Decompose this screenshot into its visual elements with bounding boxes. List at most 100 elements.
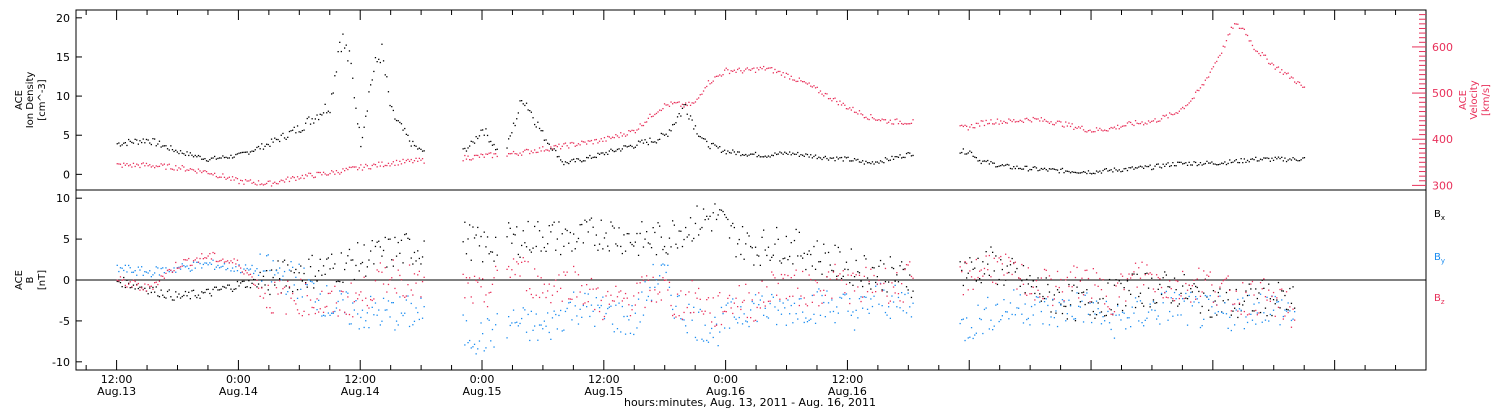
data-point xyxy=(1021,280,1023,282)
data-point xyxy=(847,268,849,271)
data-point xyxy=(1180,314,1182,316)
data-point xyxy=(407,237,409,239)
data-point xyxy=(1112,313,1114,316)
data-point xyxy=(740,253,742,256)
data-point xyxy=(550,146,552,148)
data-point xyxy=(746,67,748,69)
data-point xyxy=(261,287,263,289)
data-point xyxy=(655,254,658,256)
data-point xyxy=(480,129,482,131)
data-point xyxy=(1013,119,1015,121)
data-point xyxy=(155,266,157,268)
data-point xyxy=(118,280,120,282)
data-point xyxy=(1104,315,1106,317)
data-point xyxy=(905,123,908,125)
data-point xyxy=(394,118,396,120)
data-point xyxy=(288,269,291,271)
data-point xyxy=(1123,312,1125,314)
data-point xyxy=(998,278,1000,281)
data-point xyxy=(993,325,995,327)
data-point xyxy=(598,310,601,313)
data-point xyxy=(360,164,362,166)
data-point xyxy=(849,298,851,300)
data-point xyxy=(1084,294,1086,296)
data-point xyxy=(1005,122,1007,124)
data-point xyxy=(970,151,973,154)
data-point xyxy=(883,289,885,291)
data-point xyxy=(1238,303,1241,305)
data-point xyxy=(737,322,739,324)
data-point xyxy=(1157,163,1159,165)
data-point xyxy=(1069,172,1072,174)
data-point xyxy=(1094,172,1096,175)
data-point xyxy=(852,272,854,274)
data-point xyxy=(516,226,518,228)
data-point xyxy=(1201,84,1203,86)
data-point xyxy=(537,275,539,277)
data-point xyxy=(699,94,701,96)
data-point xyxy=(542,130,544,132)
data-point xyxy=(577,323,580,325)
data-point xyxy=(1113,167,1116,169)
data-point xyxy=(587,140,589,142)
data-point xyxy=(231,176,234,178)
data-point xyxy=(1281,288,1283,290)
data-point xyxy=(613,150,615,153)
data-point xyxy=(301,174,303,177)
data-point xyxy=(576,241,578,243)
data-point xyxy=(116,280,118,283)
data-point xyxy=(789,313,791,315)
data-point xyxy=(1071,123,1073,125)
data-point xyxy=(1105,130,1107,132)
data-point xyxy=(650,300,653,303)
data-point xyxy=(334,75,336,77)
data-point xyxy=(738,238,740,241)
data-point xyxy=(1005,253,1007,255)
data-point xyxy=(543,283,545,285)
data-point xyxy=(748,292,750,294)
data-point xyxy=(373,298,375,300)
data-point xyxy=(1026,318,1028,321)
data-point xyxy=(560,148,562,150)
data-point xyxy=(524,104,526,107)
data-point xyxy=(1027,267,1029,269)
data-point xyxy=(1186,164,1189,166)
data-point xyxy=(584,160,586,162)
data-point xyxy=(402,158,404,161)
data-point xyxy=(363,126,365,128)
data-point xyxy=(602,296,604,298)
data-point xyxy=(1066,318,1068,320)
data-point xyxy=(629,241,632,244)
data-point xyxy=(597,287,599,289)
data-point xyxy=(980,318,982,321)
data-point xyxy=(376,61,378,63)
data-point xyxy=(296,289,299,291)
data-point xyxy=(324,315,326,317)
data-point xyxy=(192,261,195,263)
data-point xyxy=(990,319,992,321)
data-point xyxy=(235,153,237,156)
data-point xyxy=(1191,98,1193,100)
data-point xyxy=(896,272,898,274)
data-point xyxy=(735,71,737,73)
data-point xyxy=(681,318,684,320)
data-point xyxy=(1086,289,1088,291)
data-point xyxy=(189,270,191,272)
data-point xyxy=(231,262,234,264)
data-point xyxy=(309,123,312,125)
data-point xyxy=(423,150,425,152)
data-point xyxy=(629,315,632,317)
data-point xyxy=(1245,33,1247,36)
data-point xyxy=(147,284,149,286)
data-point xyxy=(975,122,977,124)
data-point xyxy=(1073,128,1075,130)
data-point xyxy=(691,319,693,321)
data-point xyxy=(326,258,328,260)
data-point xyxy=(516,321,518,323)
data-point xyxy=(662,108,664,110)
data-point xyxy=(118,163,120,165)
x-tick-label-date: Aug.14 xyxy=(341,385,380,398)
data-point xyxy=(149,142,151,144)
data-point xyxy=(467,238,469,240)
data-point xyxy=(201,253,203,255)
